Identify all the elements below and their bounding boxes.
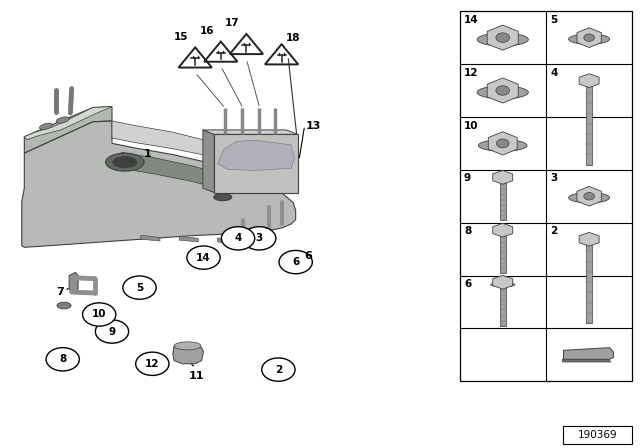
Text: 5: 5 [550, 15, 557, 25]
Bar [563, 426, 632, 444]
Ellipse shape [569, 193, 610, 203]
Polygon shape [69, 272, 78, 292]
Bar [499, 232, 506, 273]
Polygon shape [24, 107, 112, 153]
Bar [586, 241, 593, 323]
Ellipse shape [174, 342, 201, 350]
Text: 15: 15 [174, 32, 188, 42]
Polygon shape [577, 28, 602, 47]
Polygon shape [493, 170, 513, 184]
Ellipse shape [56, 117, 69, 123]
Ellipse shape [214, 194, 232, 201]
Text: 3: 3 [550, 173, 557, 183]
Circle shape [243, 227, 276, 250]
Polygon shape [487, 25, 518, 50]
Text: 17: 17 [225, 18, 239, 28]
Circle shape [584, 34, 595, 41]
Polygon shape [564, 348, 614, 359]
Polygon shape [493, 276, 513, 289]
Text: 3: 3 [255, 233, 263, 243]
Circle shape [584, 193, 595, 200]
Text: 5: 5 [136, 283, 143, 293]
Text: 10: 10 [464, 121, 479, 130]
Text: 8: 8 [59, 354, 67, 364]
Polygon shape [179, 236, 198, 242]
Text: 2: 2 [550, 226, 557, 236]
Circle shape [187, 246, 220, 269]
Text: 6: 6 [304, 251, 312, 261]
Text: 16: 16 [200, 26, 214, 36]
Circle shape [262, 358, 295, 381]
Polygon shape [493, 223, 513, 237]
Text: 6: 6 [464, 279, 471, 289]
Text: 18: 18 [286, 33, 300, 43]
Text: 12: 12 [464, 68, 479, 78]
Bar [460, 11, 632, 381]
Circle shape [496, 33, 509, 43]
Text: 6: 6 [292, 257, 300, 267]
Text: 11: 11 [189, 371, 204, 381]
Polygon shape [203, 130, 214, 193]
Text: 4: 4 [550, 68, 558, 78]
Polygon shape [24, 107, 112, 140]
Text: 13: 13 [306, 121, 321, 131]
Polygon shape [203, 130, 298, 134]
Circle shape [221, 227, 255, 250]
Polygon shape [122, 152, 218, 188]
Ellipse shape [477, 86, 528, 99]
Polygon shape [218, 140, 294, 171]
Bar [499, 284, 506, 326]
Text: 12: 12 [145, 359, 159, 369]
Text: 2: 2 [275, 365, 282, 375]
Polygon shape [563, 359, 611, 362]
Polygon shape [577, 186, 602, 206]
Circle shape [123, 276, 156, 299]
Text: 8: 8 [464, 226, 471, 236]
Polygon shape [141, 235, 160, 241]
Polygon shape [579, 233, 599, 246]
Bar [499, 179, 506, 220]
Text: 4: 4 [234, 233, 242, 243]
Polygon shape [487, 78, 518, 103]
Circle shape [83, 303, 116, 326]
Text: 10: 10 [92, 310, 106, 319]
Circle shape [279, 250, 312, 274]
Text: 7: 7 [56, 287, 64, 297]
Ellipse shape [479, 140, 527, 151]
Text: 9: 9 [108, 327, 116, 336]
Text: 14: 14 [464, 15, 479, 25]
Circle shape [46, 348, 79, 371]
Polygon shape [173, 346, 204, 364]
Polygon shape [22, 121, 296, 247]
Polygon shape [488, 132, 517, 155]
Ellipse shape [57, 302, 71, 309]
Ellipse shape [113, 156, 137, 168]
Ellipse shape [569, 34, 610, 44]
Polygon shape [112, 121, 296, 193]
Bar [586, 82, 593, 165]
Circle shape [136, 352, 169, 375]
Text: 14: 14 [196, 253, 211, 263]
Text: 1: 1 [143, 149, 151, 159]
Circle shape [496, 86, 509, 95]
Polygon shape [218, 238, 237, 244]
Ellipse shape [491, 282, 515, 287]
Text: 9: 9 [464, 173, 471, 183]
Ellipse shape [106, 153, 144, 171]
Polygon shape [579, 74, 599, 87]
Ellipse shape [477, 33, 528, 46]
Circle shape [497, 139, 509, 148]
Text: 190369: 190369 [578, 431, 618, 440]
Ellipse shape [40, 123, 52, 129]
Bar [214, 134, 298, 193]
Circle shape [95, 320, 129, 343]
